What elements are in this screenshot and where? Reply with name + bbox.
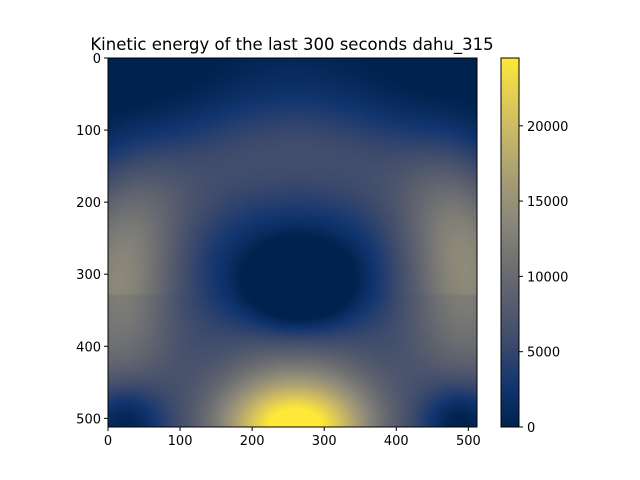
colorbar-tick-label: 15000 <box>527 195 568 210</box>
y-axis: 0 100 200 300 400 500 <box>76 52 108 427</box>
x-tick-label: 200 <box>240 434 265 449</box>
colorbar-ticks: 0 5000 10000 15000 20000 <box>519 120 568 436</box>
x-axis: 0 100 200 300 400 500 <box>104 427 481 449</box>
y-tick-label: 100 <box>76 124 101 139</box>
colorbar: 0 5000 10000 15000 20000 <box>500 57 568 436</box>
y-tick-label: 500 <box>76 412 101 427</box>
colorbar-tick-label: 10000 <box>527 270 568 285</box>
colorbar-frame <box>500 57 520 428</box>
x-tick-label: 100 <box>168 434 193 449</box>
colorbar-tick-label: 0 <box>527 421 535 436</box>
colorbar-tick-label: 5000 <box>527 346 560 361</box>
y-tick-label: 400 <box>76 340 101 355</box>
colorbar-gradient <box>501 58 519 427</box>
x-tick-label: 0 <box>104 434 112 449</box>
heatmap-image <box>108 58 477 427</box>
colorbar-tick-label: 20000 <box>527 120 568 135</box>
y-tick-label: 300 <box>76 268 101 283</box>
plot-frame <box>107 57 478 428</box>
x-tick-label: 300 <box>312 434 337 449</box>
heatmap-area <box>108 58 477 427</box>
x-tick-label: 500 <box>456 434 481 449</box>
x-tick-label: 400 <box>384 434 409 449</box>
y-tick-label: 0 <box>93 52 101 67</box>
chart-title: Kinetic energy of the last 300 seconds d… <box>90 35 493 55</box>
y-tick-label: 200 <box>76 196 101 211</box>
